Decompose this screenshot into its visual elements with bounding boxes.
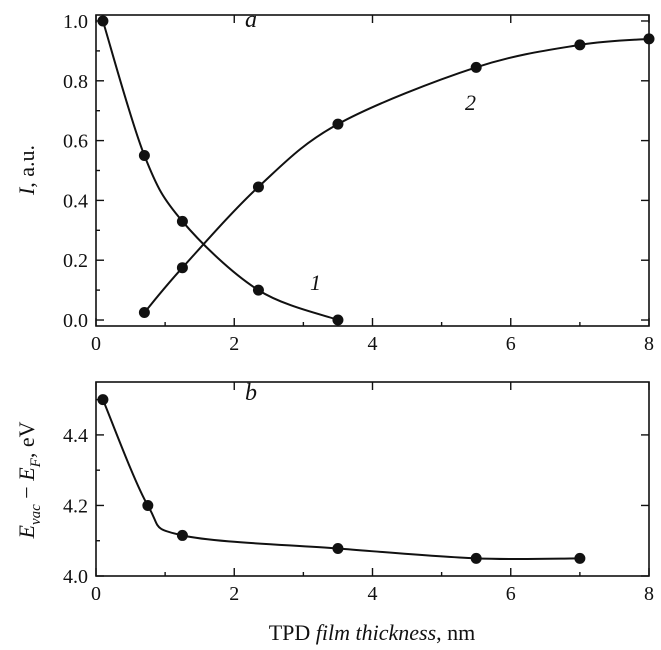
data-point-b-0-5 <box>574 552 586 564</box>
x-tick-label-a-0: 0 <box>91 333 101 355</box>
panel-a-points <box>97 15 655 326</box>
panel-b-curves <box>101 399 580 561</box>
panel-a-frame <box>95 14 650 327</box>
x-tick-label-b-2: 4 <box>368 583 378 605</box>
panel-a: 0 2 4 6 8 0.0 0.2 0.4 0.6 0.8 1.0 a 1 2 I, a.u. <box>14 7 655 355</box>
data-point-b-0-4 <box>470 552 482 564</box>
y-tick-label-b-2: 4.4 <box>63 425 88 447</box>
data-point-a-1-0 <box>97 15 109 27</box>
data-point-b-0-2 <box>176 529 188 541</box>
x-axis-title: TPD film thickness, nm <box>269 620 476 645</box>
data-point-a-2-5 <box>574 39 586 51</box>
y-tick-label-b-1: 4.2 <box>63 495 88 517</box>
y-tick-label-a-3: 0.6 <box>63 131 88 153</box>
x-tick-label-b-3: 6 <box>506 583 516 605</box>
y-tick-label-a-2: 0.4 <box>63 190 88 212</box>
panel-a-curves <box>101 20 650 321</box>
data-point-a-1-4 <box>332 314 344 326</box>
x-tick-label-a-1: 2 <box>229 333 239 355</box>
panel-a-ticks: 0 2 4 6 8 0.0 0.2 0.4 0.6 0.8 1.0 <box>63 11 654 355</box>
data-point-a-2-0 <box>138 307 150 319</box>
panel-b-ticks: 0 2 4 6 8 4.0 4.2 4.4 <box>63 382 654 605</box>
panel-b-points <box>97 394 586 564</box>
x-tick-label-b-0: 0 <box>91 583 101 605</box>
data-point-a-2-4 <box>470 61 482 73</box>
y-tick-label-a-4: 0.8 <box>63 71 88 93</box>
data-point-a-2-3 <box>332 118 344 130</box>
data-point-b-0-1 <box>142 499 154 511</box>
panel-a-ylabel: I, a.u. <box>14 145 39 196</box>
data-point-a-2-1 <box>176 262 188 274</box>
y-tick-label-b-0: 4.0 <box>63 566 88 588</box>
x-tick-label-a-2: 4 <box>368 333 378 355</box>
panel-a-letter: a <box>245 7 257 33</box>
panel-b: 0 2 4 6 8 4.0 4.2 4.4 b Evac − EF, eV TPD film … <box>14 380 654 645</box>
data-point-a-1-1 <box>138 150 150 162</box>
series-line-a-1 <box>101 20 339 321</box>
curve-2-label: 2 <box>465 90 476 115</box>
y-tick-label-a-5: 1.0 <box>63 11 88 33</box>
data-point-b-0-3 <box>332 542 344 554</box>
panel-b-frame <box>95 381 650 577</box>
panel-b-ylabel: Evac − EF, eV <box>14 421 44 539</box>
data-point-a-1-3 <box>252 284 264 296</box>
x-tick-label-b-1: 2 <box>229 583 239 605</box>
data-point-a-1-2 <box>176 215 188 227</box>
data-point-a-2-6 <box>643 33 655 45</box>
x-tick-label-a-4: 8 <box>644 333 654 355</box>
data-point-a-2-2 <box>252 181 264 193</box>
x-tick-label-a-3: 6 <box>506 333 516 355</box>
y-tick-label-a-0: 0.0 <box>63 310 88 332</box>
series-line-a-2 <box>143 37 650 314</box>
panel-b-letter: b <box>245 380 257 406</box>
data-point-b-0-0 <box>97 394 109 406</box>
series-line-b-0 <box>101 399 580 561</box>
curve-1-label: 1 <box>310 270 321 295</box>
x-tick-label-b-4: 8 <box>644 583 654 605</box>
y-tick-label-a-1: 0.2 <box>63 250 88 272</box>
